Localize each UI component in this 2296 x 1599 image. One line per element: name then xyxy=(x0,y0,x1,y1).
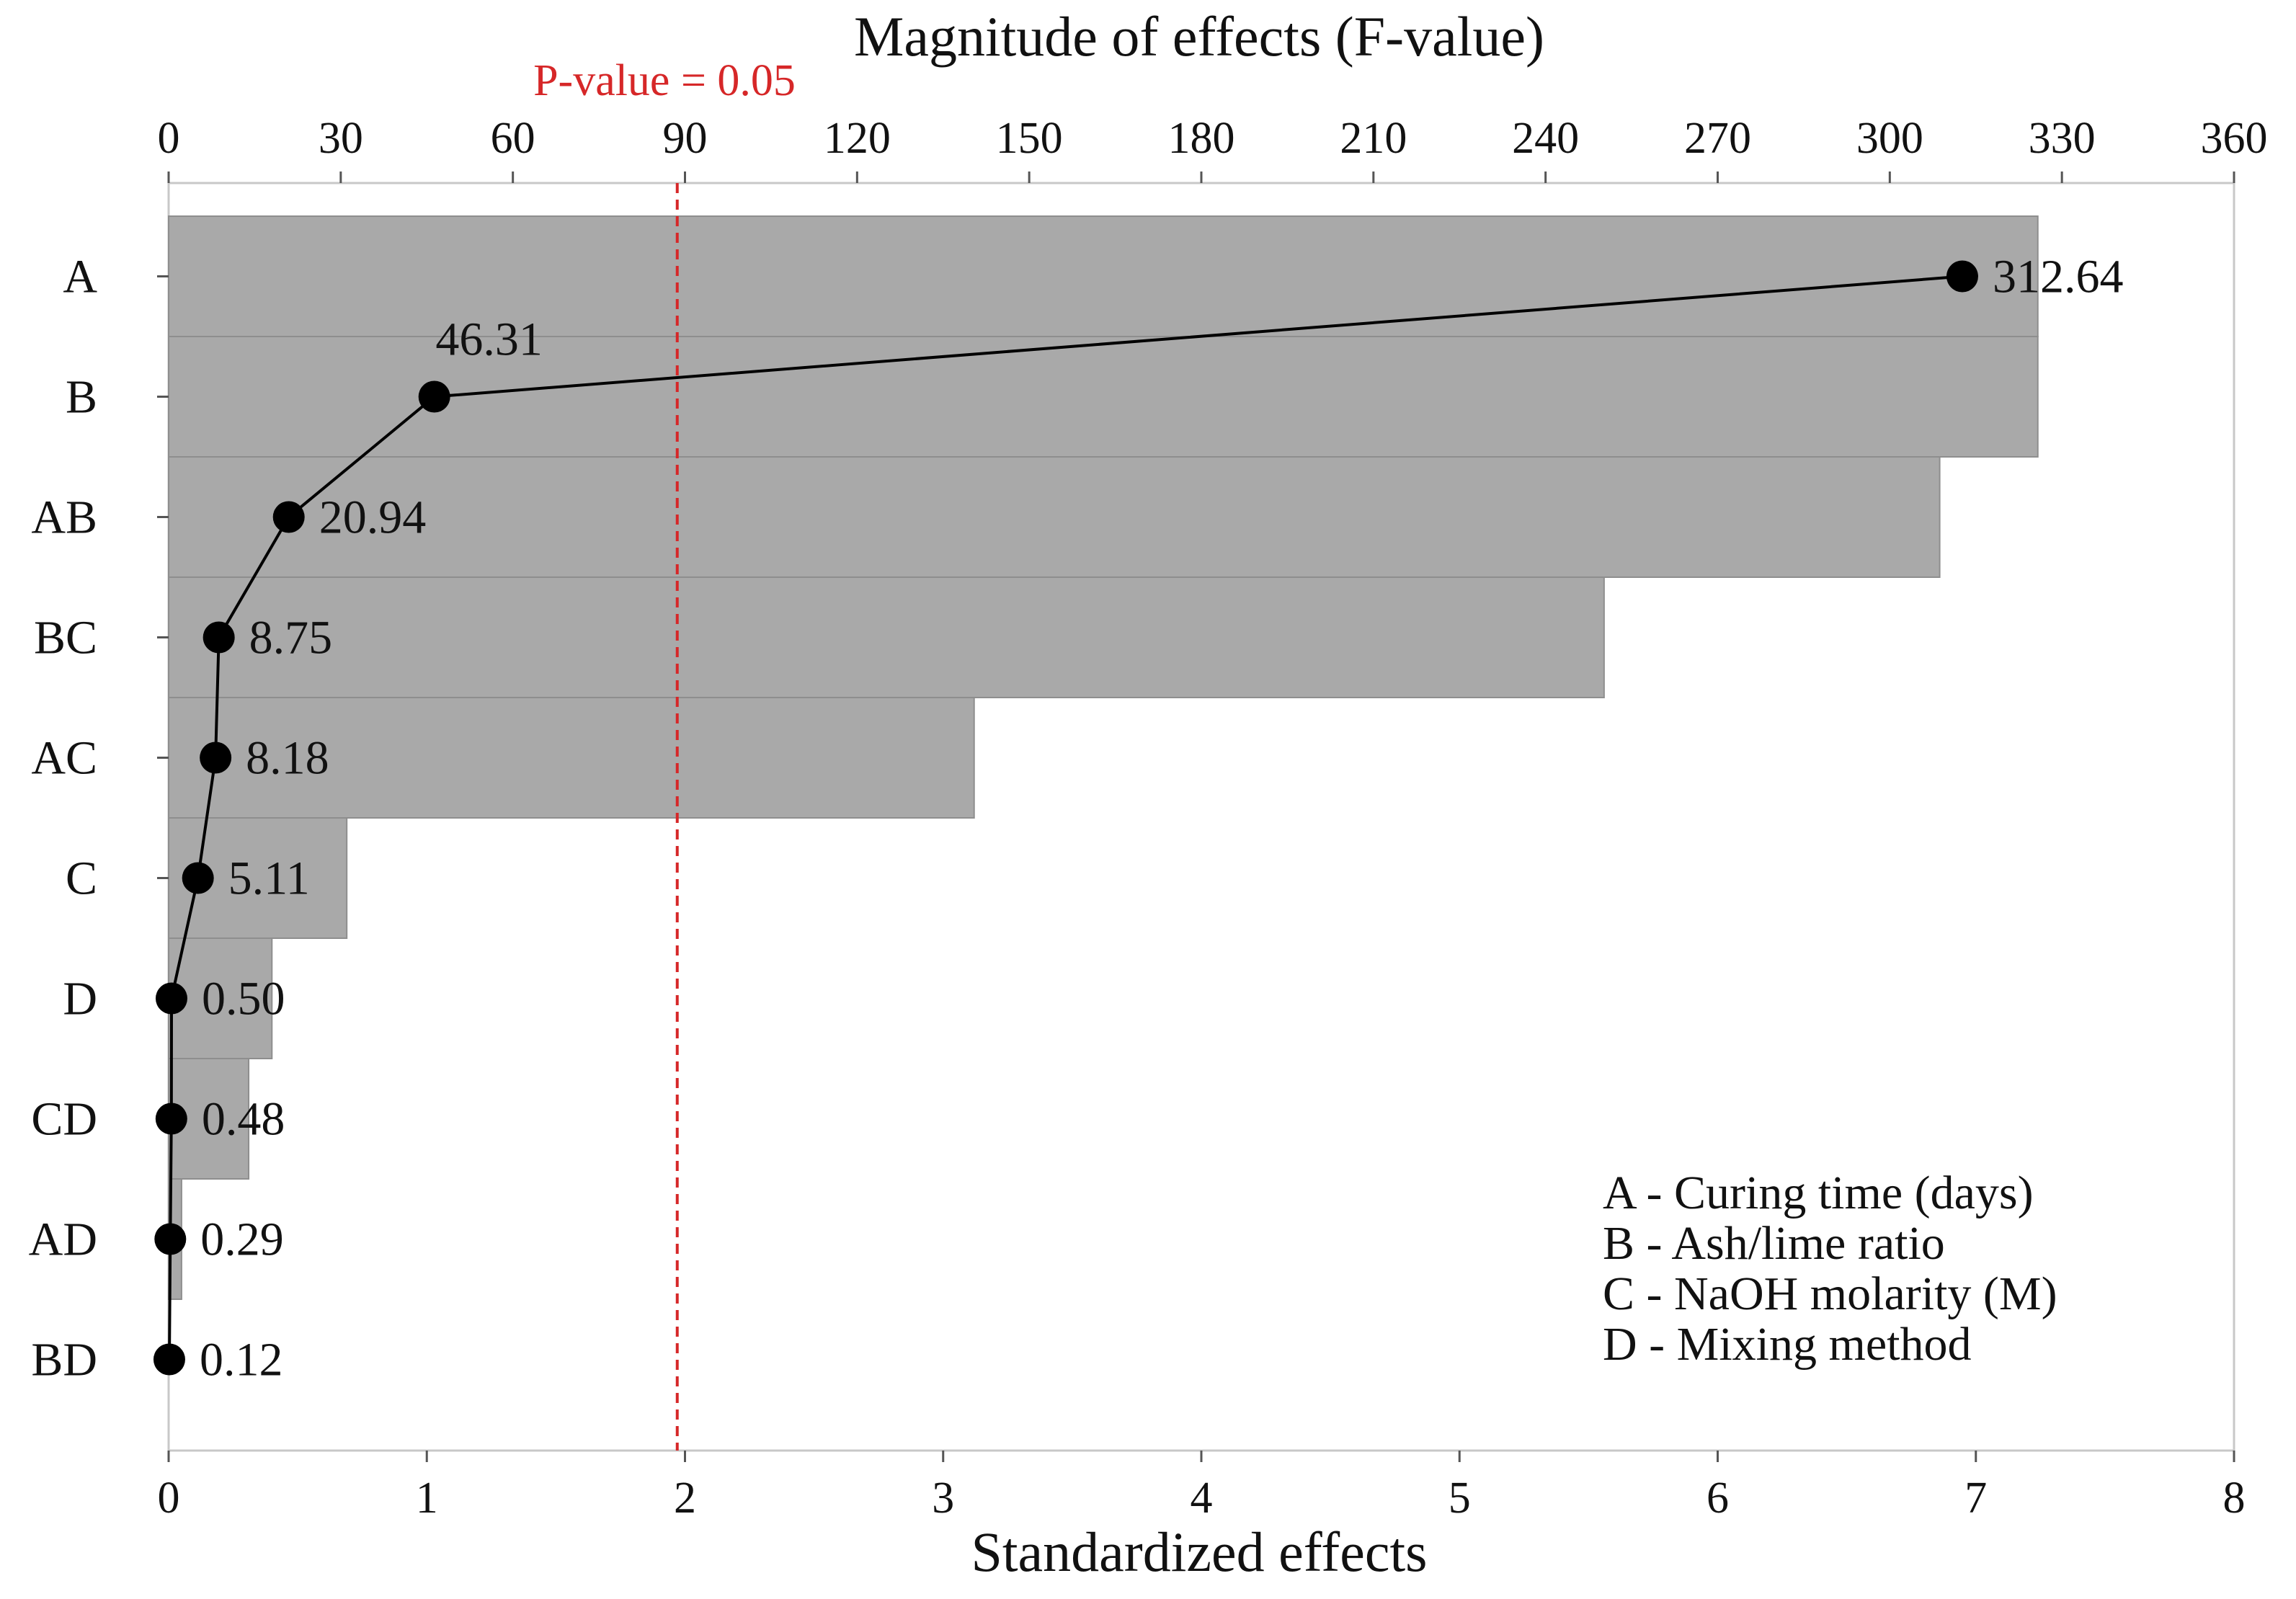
data-label-ab: 20.94 xyxy=(319,491,427,544)
data-point-bd xyxy=(153,1343,185,1376)
category-label-ac: AC xyxy=(31,732,97,785)
top-tick-label: 180 xyxy=(1168,114,1235,163)
bar-ab xyxy=(168,456,1941,578)
bottom-tick-label: 6 xyxy=(1707,1474,1729,1523)
category-label-bc: BC xyxy=(34,612,97,664)
top-tick-label: 120 xyxy=(824,114,891,163)
f-value-line xyxy=(168,275,1963,1360)
data-point-ad xyxy=(154,1223,187,1255)
top-tick-label: 210 xyxy=(1340,114,1407,163)
data-point-c xyxy=(182,862,214,894)
bar-bc xyxy=(168,576,1605,698)
legend-item: B - Ash/lime ratio xyxy=(1603,1217,1945,1270)
legend-item: C - NaOH molarity (M) xyxy=(1603,1268,2057,1320)
data-label-bd: 0.12 xyxy=(200,1334,283,1386)
data-point-a xyxy=(1946,260,1978,293)
top-tick-label: 90 xyxy=(663,114,708,163)
category-label-cd: CD xyxy=(31,1093,97,1146)
data-label-b: 46.31 xyxy=(435,313,543,366)
bottom-tick-label: 2 xyxy=(674,1474,696,1523)
data-point-ac xyxy=(200,741,232,774)
bar-a xyxy=(168,215,2039,337)
category-label-c: C xyxy=(66,852,97,905)
data-label-ad: 0.29 xyxy=(200,1213,284,1266)
data-point-ab xyxy=(272,501,305,533)
bottom-axis: 0 1 2 3 4 5 6 7 8 xyxy=(158,1451,2246,1523)
bottom-axis-title: Standardized effects xyxy=(971,1520,1427,1583)
top-tick-label: 30 xyxy=(319,114,363,163)
bars-group xyxy=(168,215,2039,1300)
top-tick-label: 60 xyxy=(491,114,535,163)
category-label-bd: BD xyxy=(31,1334,97,1386)
data-label-cd: 0.48 xyxy=(202,1093,285,1146)
bottom-tick-label: 5 xyxy=(1449,1474,1471,1523)
data-point-b xyxy=(418,380,450,413)
data-label-bc: 8.75 xyxy=(249,612,333,664)
bottom-tick-label: 4 xyxy=(1191,1474,1213,1523)
data-point-bc xyxy=(203,621,235,654)
data-label-d: 0.50 xyxy=(202,973,285,1025)
bottom-tick-label: 3 xyxy=(932,1474,954,1523)
category-label-b: B xyxy=(66,371,97,424)
reference-line-label: P-value = 0.05 xyxy=(533,56,796,105)
legend: A - Curing time (days) B - Ash/lime rati… xyxy=(1603,1167,2057,1371)
data-label-c: 5.11 xyxy=(228,852,310,905)
category-label-ab: AB xyxy=(31,491,97,544)
f-value-series: 312.64 46.31 20.94 8.75 8.18 5.11 0.50 0.48 0.29… xyxy=(153,251,2124,1386)
top-tick-label: 360 xyxy=(2201,114,2268,163)
top-axis: 0 30 60 90 120 150 180 210 240 270 300 330 360 xyxy=(158,114,2268,183)
bottom-tick-label: 7 xyxy=(1964,1474,1987,1523)
top-tick-label: 240 xyxy=(1512,114,1579,163)
top-axis-title: Magnitude of effects (F-value) xyxy=(854,5,1544,68)
top-tick-label: 300 xyxy=(1856,114,1923,163)
bottom-tick-label: 8 xyxy=(2223,1474,2246,1523)
legend-item: D - Mixing method xyxy=(1603,1318,1971,1371)
top-tick-label: 0 xyxy=(158,114,180,163)
bottom-tick-label: 1 xyxy=(416,1474,438,1523)
top-tick-label: 150 xyxy=(996,114,1063,163)
bottom-tick-label: 0 xyxy=(158,1474,180,1523)
data-point-d xyxy=(155,982,187,1015)
bar-b xyxy=(168,336,2039,458)
top-tick-label: 330 xyxy=(2029,114,2096,163)
category-label-ad: AD xyxy=(29,1213,97,1266)
data-label-a: 312.64 xyxy=(1993,251,2124,303)
top-tick-label: 270 xyxy=(1684,114,1751,163)
bar-ac xyxy=(168,697,975,819)
data-label-ac: 8.18 xyxy=(246,732,329,785)
legend-item: A - Curing time (days) xyxy=(1603,1167,2034,1219)
data-point-cd xyxy=(155,1103,187,1135)
category-label-d: D xyxy=(63,973,97,1025)
category-label-a: A xyxy=(63,251,97,303)
